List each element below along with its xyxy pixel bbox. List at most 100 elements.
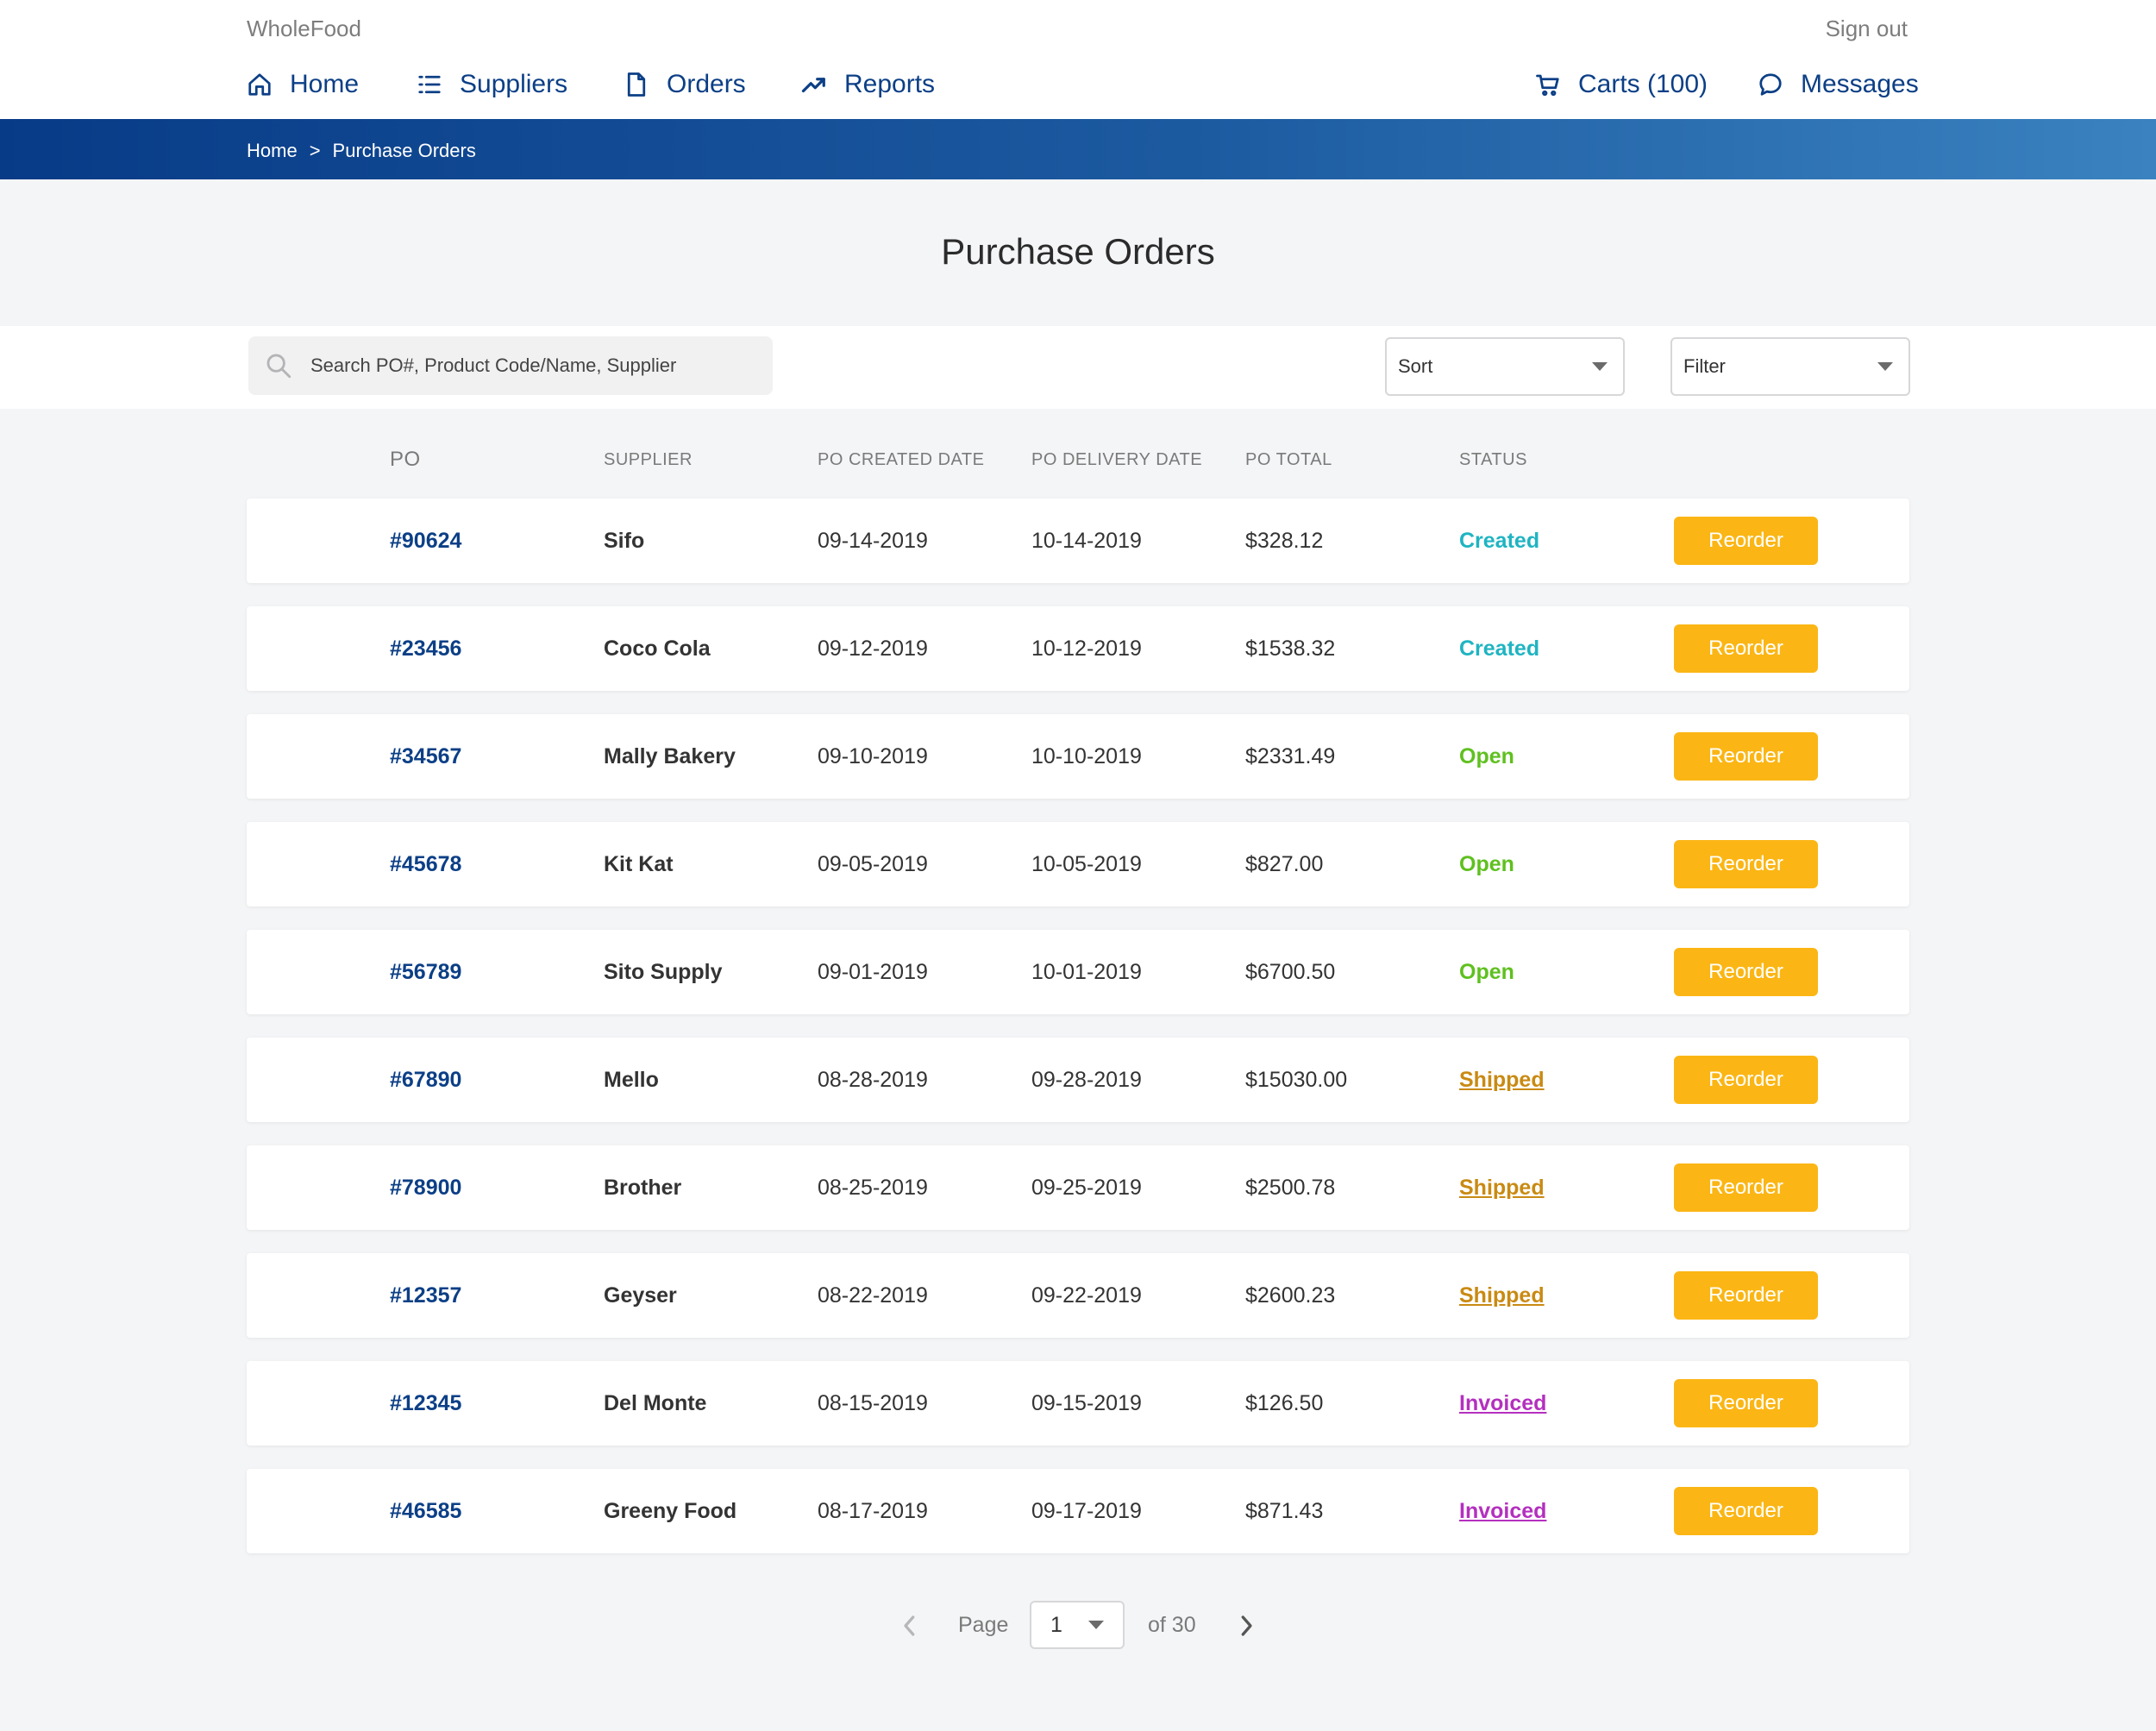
search-box[interactable] [248,336,773,395]
column-header-total: PO TOTAL [1245,450,1332,469]
toolbar: Sort Filter [0,326,2156,409]
table-row: #78900 Brother 08-25-2019 09-25-2019 $25… [247,1145,1909,1230]
reorder-button[interactable]: Reorder [1674,1163,1818,1212]
trend-icon [801,78,825,93]
status-label: Created [1459,636,1540,661]
po-number-link[interactable]: #90624 [390,528,462,553]
nav-messages[interactable]: Messages [1758,67,1919,102]
sort-dropdown[interactable]: Sort [1385,337,1625,396]
table-row: #67890 Mello 08-28-2019 09-28-2019 $1503… [247,1038,1909,1122]
created-date: 09-10-2019 [818,743,928,768]
reorder-button[interactable]: Reorder [1674,1379,1818,1427]
reorder-button[interactable]: Reorder [1674,1271,1818,1320]
created-date: 09-14-2019 [818,528,928,553]
status-label: Open [1459,743,1514,768]
sign-out-link[interactable]: Sign out [1825,16,1908,41]
nav-reports-label: Reports [844,70,936,98]
breadcrumb-home[interactable]: Home [247,140,298,161]
nav-orders-label: Orders [667,70,746,98]
po-number-link[interactable]: #56789 [390,959,462,984]
table-row: #12357 Geyser 08-22-2019 09-22-2019 $260… [247,1253,1909,1338]
po-total: $2331.49 [1245,743,1336,768]
po-number-link[interactable]: #46585 [390,1498,462,1523]
column-header-status: STATUS [1459,450,1527,469]
po-number-link[interactable]: #45678 [390,851,462,876]
supplier-name: Del Monte [604,1390,707,1415]
status-link[interactable]: Shipped [1459,1283,1545,1308]
po-total: $15030.00 [1245,1067,1348,1092]
po-number-link[interactable]: #34567 [390,743,462,768]
nav-orders[interactable]: Orders [624,67,746,102]
status-label: Open [1459,959,1514,984]
supplier-name: Sito Supply [604,959,723,984]
page-title: Purchase Orders [941,231,1215,272]
status-link[interactable]: Invoiced [1459,1390,1547,1415]
table-row: #45678 Kit Kat 09-05-2019 10-05-2019 $82… [247,822,1909,906]
page-number-select[interactable]: 1 [1030,1601,1125,1649]
supplier-name: Greeny Food [604,1498,737,1523]
search-icon [266,354,291,379]
reorder-button[interactable]: Reorder [1674,624,1818,673]
nav-suppliers-label: Suppliers [460,70,568,98]
supplier-name: Mally Bakery [604,743,736,768]
delivery-date: 10-14-2019 [1031,528,1142,553]
reorder-button[interactable]: Reorder [1674,1487,1818,1535]
po-total: $827.00 [1245,851,1324,876]
supplier-name: Coco Cola [604,636,711,661]
caret-down-icon [1088,1621,1104,1629]
chevron-right-icon[interactable] [1233,1611,1259,1640]
status-link[interactable]: Invoiced [1459,1498,1547,1523]
delivery-date: 09-22-2019 [1031,1283,1142,1308]
delivery-date: 10-05-2019 [1031,851,1142,876]
reorder-button[interactable]: Reorder [1674,948,1818,996]
created-date: 08-22-2019 [818,1283,928,1308]
page-label: Page [958,1613,1009,1637]
breadcrumb-bar: Home > Purchase Orders [0,119,2156,179]
nav-reports[interactable]: Reports [801,67,935,102]
reorder-button[interactable]: Reorder [1674,1056,1818,1104]
reorder-button[interactable]: Reorder [1674,732,1818,781]
supplier-name: Kit Kat [604,851,674,876]
created-date: 08-28-2019 [818,1067,928,1092]
sort-label: Sort [1398,355,1433,377]
po-number-link[interactable]: #12357 [390,1283,462,1308]
delivery-date: 09-17-2019 [1031,1498,1142,1523]
status-link[interactable]: Shipped [1459,1175,1545,1200]
status-label: Open [1459,851,1514,876]
top-navigation-bar: WholeFood Sign out Home Suppliers Orders… [0,0,2156,119]
po-total: $1538.32 [1245,636,1336,661]
reorder-button[interactable]: Reorder [1674,517,1818,565]
reorder-button[interactable]: Reorder [1674,840,1818,888]
search-input[interactable] [310,354,759,377]
home-icon [248,73,271,96]
table-row: #12345 Del Monte 08-15-2019 09-15-2019 $… [247,1361,1909,1446]
po-number-link[interactable]: #12345 [390,1390,462,1415]
supplier-name: Geyser [604,1283,677,1308]
po-total: $126.50 [1245,1390,1324,1415]
created-date: 09-05-2019 [818,851,928,876]
message-icon [1759,73,1782,96]
nav-suppliers[interactable]: Suppliers [417,67,567,102]
nav-carts-label: Carts (100) [1578,70,1708,98]
column-header-po: PO [390,448,421,471]
total-pages-label: of 30 [1148,1613,1196,1637]
po-number-link[interactable]: #67890 [390,1067,462,1092]
po-total: $328.12 [1245,528,1324,553]
column-header-supplier: SUPPLIER [604,450,693,469]
po-total: $6700.50 [1245,959,1336,984]
nav-carts[interactable]: Carts (100) [1535,67,1708,102]
cart-icon [1536,74,1559,97]
status-link[interactable]: Shipped [1459,1067,1545,1092]
filter-dropdown[interactable]: Filter [1670,337,1910,396]
po-number-link[interactable]: #78900 [390,1175,462,1200]
nav-home[interactable]: Home [247,67,359,102]
list-icon [418,75,441,94]
chevron-left-icon[interactable] [897,1611,923,1640]
column-header-created-date: PO CREATED DATE [818,450,985,469]
po-total: $2500.78 [1245,1175,1336,1200]
table-row: #56789 Sito Supply 09-01-2019 10-01-2019… [247,930,1909,1014]
po-number-link[interactable]: #23456 [390,636,462,661]
column-header-delivery-date: PO DELIVERY DATE [1031,450,1203,469]
supplier-name: Brother [604,1175,682,1200]
table-row: #34567 Mally Bakery 09-10-2019 10-10-201… [247,714,1909,799]
